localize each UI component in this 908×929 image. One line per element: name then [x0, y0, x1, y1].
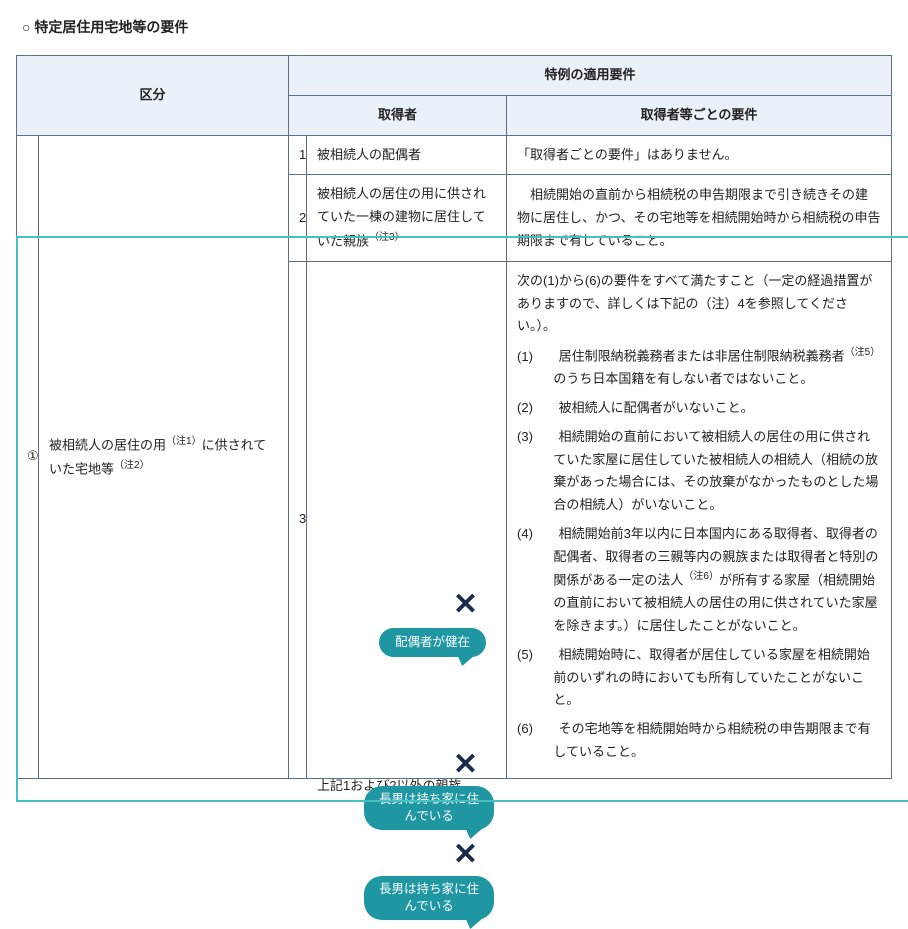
speech-bubble: 配偶者が健在 — [379, 628, 486, 657]
list-text: 被相続人に配偶者がいないこと。 — [559, 400, 754, 415]
list-num: (6) — [517, 718, 546, 741]
x-mark-icon: ✕ — [453, 750, 478, 780]
x-mark-icon: ✕ — [453, 590, 478, 620]
list-num: (3) — [517, 426, 546, 449]
list-text: その宅地等を相続開始時から相続税の申告期限まで有していること。 — [553, 721, 870, 759]
list-num: (5) — [517, 644, 546, 667]
list-text: 相続開始の直前において被相続人の居住の用に供されていた家屋に居住していた被相続人… — [553, 429, 878, 512]
list-note: （注6） — [683, 571, 719, 582]
list-item: (2) 被相続人に配偶者がいないこと。 — [517, 397, 881, 420]
requirement-cell: 相続開始の直前から相続税の申告期限まで引き続きその建物に居住し、かつ、その宅地等… — [507, 175, 892, 262]
requirement-cell: 「取得者ごとの要件」はありません。 — [507, 135, 892, 175]
page-wrap: 特定居住用宅地等の要件 区分 特例の適用要件 取得者 取得者等ごとの要件 ① 被… — [16, 16, 892, 779]
th-per-acquirer: 取得者等ごとの要件 — [507, 95, 892, 135]
acquirer-cell: 被相続人の配偶者 — [307, 135, 507, 175]
acquirer-cell: 上記1および2以外の親族 ✕ 配偶者が健在 ✕ 長男は持ち家に住んでいる ✕ 長… — [307, 261, 507, 778]
requirement-intro: 次の(1)から(6)の要件をすべて満たすこと（一定の経過措置がありますので、詳し… — [517, 270, 881, 338]
list-note: （注5） — [845, 347, 881, 358]
list-item: (3) 相続開始の直前において被相続人の居住の用に供されていた家屋に居住していた… — [517, 426, 881, 517]
list-item: (4) 相続開始前3年以内に日本国内にある取得者、取得者の配偶者、取得者の三親等… — [517, 523, 881, 638]
row-index: 3 — [289, 261, 307, 778]
acquirer-cell: 被相続人の居住の用に供されていた一棟の建物に居住していた親族（注3） — [307, 175, 507, 262]
category-text: 被相続人の居住の用（注1）に供されていた宅地等（注2） — [39, 135, 289, 778]
th-category: 区分 — [17, 56, 289, 136]
requirement-list: (1) 居住制限納税義務者または非居住制限納税義務者（注5） のうち日本国籍を有し… — [517, 344, 881, 763]
category-note2: （注2） — [114, 460, 150, 471]
speech-bubble: 長男は持ち家に住んでいる — [364, 876, 494, 920]
th-acquirer: 取得者 — [289, 95, 507, 135]
list-num: (2) — [517, 397, 546, 420]
category-number: ① — [17, 135, 39, 778]
list-item: (5) 相続開始時に、取得者が居住している家屋を相続開始前のいずれの時においても… — [517, 644, 881, 712]
requirements-table: 区分 特例の適用要件 取得者 取得者等ごとの要件 ① 被相続人の居住の用（注1）… — [16, 55, 892, 778]
category-note1: （注1） — [166, 436, 202, 447]
list-num: (4) — [517, 523, 546, 546]
category-text-a: 被相続人の居住の用 — [49, 437, 166, 452]
requirement-cell: 次の(1)から(6)の要件をすべて満たすこと（一定の経過措置がありますので、詳し… — [507, 261, 892, 778]
row-index: 1 — [289, 135, 307, 175]
list-text: 相続開始時に、取得者が居住している家屋を相続開始前のいずれの時においても所有して… — [553, 647, 869, 708]
speech-bubble: 長男は持ち家に住んでいる — [364, 786, 494, 830]
section-heading: 特定居住用宅地等の要件 — [16, 16, 892, 39]
list-item: (1) 居住制限納税義務者または非居住制限納税義務者（注5） のうち日本国籍を有し… — [517, 344, 881, 391]
list-num: (1) — [517, 346, 546, 369]
acquirer-note: （注3） — [369, 232, 405, 243]
list-item: (6) その宅地等を相続開始時から相続税の申告期限まで有していること。 — [517, 718, 881, 764]
list-text: 居住制限納税義務者または非居住制限納税義務者 — [559, 349, 845, 364]
x-mark-icon: ✕ — [453, 840, 478, 870]
list-text: のうち日本国籍を有しない者ではないこと。 — [553, 371, 813, 386]
row-index: 2 — [289, 175, 307, 262]
th-special: 特例の適用要件 — [289, 56, 892, 96]
